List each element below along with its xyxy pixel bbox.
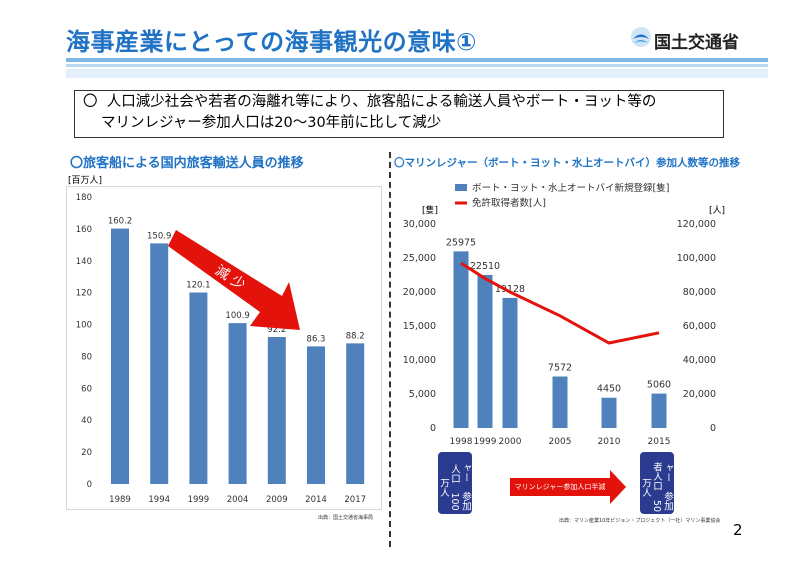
bar <box>477 274 493 428</box>
ministry-logo-icon <box>631 27 651 47</box>
ministry-name: 国土交通省 <box>654 33 739 53</box>
x-tick-label: 2005 <box>549 437 572 447</box>
bar <box>502 297 518 428</box>
right-source-note: 出典：マリン産業10年ビジョン・プロジェクト（一社）マリン事業協会 <box>559 518 721 524</box>
participants-100m-box: マリンレジャー 参加人口 100万人 <box>438 452 482 514</box>
data-label: 22510 <box>470 261 500 272</box>
x-tick-label: 2000 <box>499 437 522 447</box>
x-tick-label: 1999 <box>474 437 497 447</box>
y-left-tick-label: 0 <box>430 423 436 434</box>
left-source-note: 出典：国土交通省海事局 <box>318 515 374 521</box>
left-chart-frame <box>66 186 382 510</box>
x-tick-label: 2015 <box>648 437 671 447</box>
y-right-tick-label: 80,000 <box>683 287 716 298</box>
y-left-tick-label: 30,000 <box>403 219 436 230</box>
x-tick-label: 2010 <box>598 437 621 447</box>
y-left-tick-label: 15,000 <box>403 321 436 332</box>
bar <box>453 251 469 428</box>
page-title: 海事産業にとっての海事観光の意味① <box>66 28 477 56</box>
legend-bar-label: ボート・ヨット・水上オートバイ新規登録[隻] <box>472 182 669 194</box>
bar <box>601 397 617 428</box>
legend-line-label: 免許取得者数[人] <box>472 197 546 209</box>
x-tick-label: 1998 <box>450 437 473 447</box>
header-band <box>66 58 768 62</box>
header-band-pale <box>66 69 768 78</box>
license-holders-line <box>460 261 660 345</box>
y-left-unit-label: [隻] <box>422 204 438 216</box>
data-label: 25975 <box>446 237 476 248</box>
data-label: 7572 <box>548 363 572 374</box>
y-right-tick-label: 0 <box>710 423 716 434</box>
y-right-tick-label: 60,000 <box>683 321 716 332</box>
y-right-tick-label: 20,000 <box>683 389 716 400</box>
right-section-title: 〇マリンレジャー（ボート・ヨット・水上オートバイ）参加人数等の推移 <box>394 157 740 169</box>
summary-bullet: 〇 <box>83 94 98 110</box>
data-label: 4450 <box>597 384 621 395</box>
y-left-tick-label: 10,000 <box>403 355 436 366</box>
halved-arrow-label: マリンレジャー参加人口半減 <box>514 483 606 491</box>
summary-line-2: マリンレジャー参加人口は20～30年前に比して減少 <box>101 115 442 131</box>
legend-bar-swatch <box>455 184 467 191</box>
y-right-tick-label: 40,000 <box>683 355 716 366</box>
summary-line-1: 人口減少社会や若者の海離れ等により、旅客船による輸送人員やボート・ヨット等の <box>106 94 657 110</box>
data-label: 5060 <box>647 380 671 391</box>
section-divider <box>389 152 391 547</box>
bar <box>651 393 667 428</box>
y-right-tick-label: 120,000 <box>677 219 716 230</box>
y-left-tick-label: 5,000 <box>409 389 436 400</box>
summary-box: 〇 人口減少社会や若者の海離れ等により、旅客船による輸送人員やボート・ヨット等の… <box>74 90 724 138</box>
participants-50m-box: マリンレジャー 参加者人口 50万人 <box>640 452 684 514</box>
header-band-light <box>66 64 768 67</box>
left-section-title: 〇旅客船による国内旅客輸送人員の推移 <box>70 156 304 171</box>
y-right-unit-label: [人] <box>709 205 725 216</box>
y-left-tick-label: 20,000 <box>403 287 436 298</box>
data-label: 19128 <box>495 284 525 295</box>
y-right-tick-label: 100,000 <box>677 253 716 264</box>
bar <box>552 376 568 428</box>
y-left-tick-label: 25,000 <box>403 253 436 264</box>
y-axis-unit-label: [百万人] <box>68 175 102 186</box>
page-number: 2 <box>733 521 743 539</box>
